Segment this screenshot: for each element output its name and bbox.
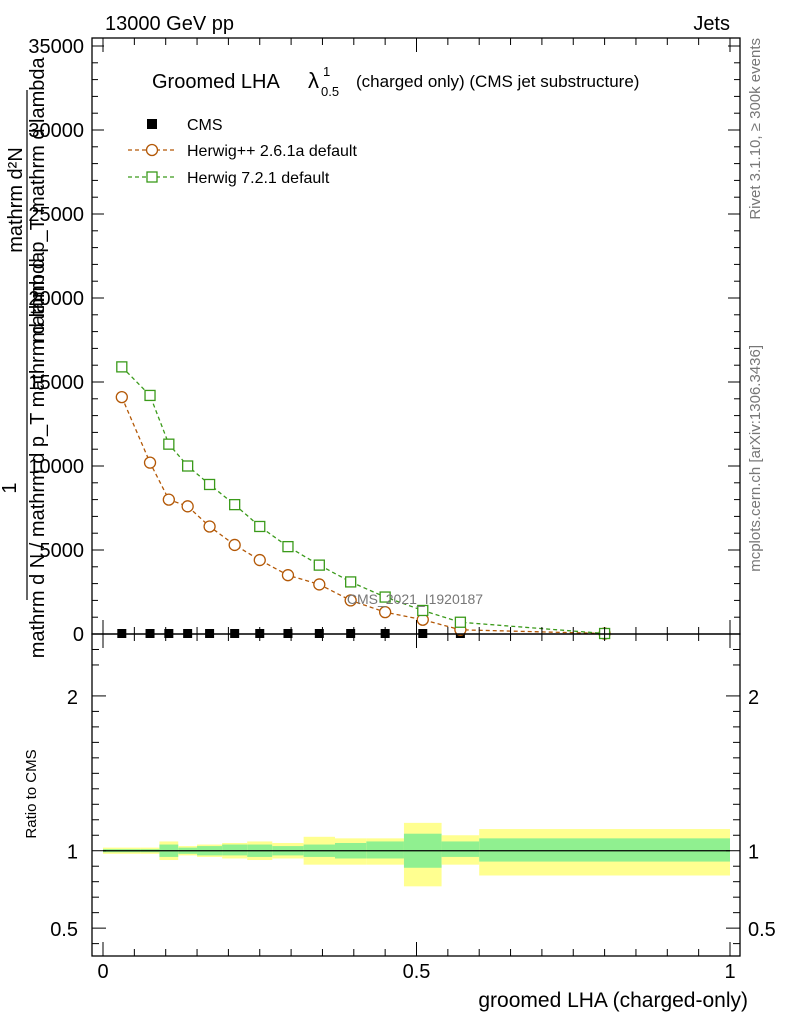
herwig7-point [254, 520, 266, 533]
herwig7-point [282, 540, 294, 553]
main-y-tick-label: 25000 [28, 204, 84, 226]
herwig7-point [313, 559, 325, 571]
x-tick-label: 0.5 [403, 961, 431, 983]
legend: CMS Herwig++ 2.6.1a default Herwig 7.2.1… [128, 117, 357, 187]
herwig7-point [454, 616, 467, 628]
ratio-inner-band [479, 838, 730, 862]
herwig7-point [417, 604, 429, 617]
main-y-tick-label: 0 [73, 624, 84, 646]
herwig7-point [116, 361, 128, 373]
herwigpp-point [344, 594, 357, 607]
x-tick-label: 1 [724, 961, 735, 983]
ratio-y-tick-label-left: 2 [67, 687, 78, 709]
header-process: Jets [693, 13, 730, 35]
main-y-tick-label: 20000 [28, 288, 84, 310]
herwigpp-point [228, 538, 241, 552]
title-sub: 0.5 [321, 84, 339, 99]
ratio-y-tick-label-right: 0.5 [748, 919, 776, 941]
legend-label-herwig7: Herwig 7.2.1 default [187, 170, 330, 187]
herwigpp-point [115, 390, 128, 404]
main-y-tick-label: 5000 [40, 540, 85, 562]
legend-entry-cms: CMS [147, 117, 223, 134]
header-energy: 13000 GeV pp [105, 13, 234, 35]
herwig7-point [163, 438, 175, 450]
ylabel-one: 1 [0, 482, 21, 493]
legend-marker-cms [147, 119, 157, 129]
ratio-y-tick-label-left: 0.5 [50, 919, 78, 941]
ratio-inner-band [366, 841, 404, 859]
main-panel: 0 5000 10000 15000 20000 25000 30000 35000 CMS_… [28, 36, 741, 646]
herwigpp-point [313, 578, 326, 591]
ylabel-denominator: mathrm d p_T mathrm d lambda [27, 56, 49, 342]
main-y-tick-label: 15000 [28, 372, 84, 394]
ratio-frame [91, 633, 741, 957]
herwig7-point [345, 576, 357, 588]
title-rest: (charged only) (CMS jet substructure) [356, 72, 639, 91]
title-symbol: λ [308, 68, 319, 93]
herwig7-point [229, 498, 241, 511]
series-line-1 [121, 396, 605, 635]
ratio-y-tick-label-right: 1 [748, 842, 759, 864]
plot-title: Groomed LHA λ 1 0.5 (charged only) (CMS … [152, 64, 639, 99]
mcplots-label: mcplots.cern.ch [arXiv:1306.3436] [747, 345, 764, 572]
ylabel-inner: mathrm d N / mathrm d p_T mathrm d lambd… [27, 251, 49, 658]
series-line-2 [121, 366, 605, 635]
herwigpp-point [253, 553, 266, 567]
herwig7-point [181, 460, 194, 472]
herwig7-point [144, 389, 156, 402]
herwigpp-point [162, 493, 175, 506]
herwigpp-point [378, 606, 392, 619]
legend-marker-herwigpp [145, 143, 159, 157]
analysis-watermark: CMS_2021_I1920187 [347, 591, 483, 607]
legend-marker-herwig7 [146, 171, 158, 183]
ratio-inner-band [222, 844, 248, 856]
main-y-tick-label: 10000 [28, 456, 84, 478]
herwigpp-point [203, 520, 216, 533]
ratio-y-tick-label-right: 2 [748, 687, 759, 709]
herwig7-point [203, 478, 216, 491]
x-axis-label: groomed LHA (charged-only) [478, 989, 748, 1012]
ratio-panel: 0.5 0.5 1 1 2 2 0 0.5 1 [50, 633, 776, 983]
herwigpp-point [181, 500, 194, 513]
legend-label-cms: CMS [187, 117, 223, 134]
herwigpp-point [281, 569, 295, 582]
herwigpp-point [143, 456, 157, 469]
herwig7-point [379, 591, 391, 603]
rivet-label: Rivet 3.1.10, ≥ 300k events [747, 38, 764, 220]
title-main: Groomed LHA [152, 71, 280, 93]
ratio-y-tick-label-left: 1 [67, 842, 78, 864]
main-y-tick-label: 35000 [28, 36, 84, 58]
ratio-y-axis-label: Ratio to CMS [23, 749, 40, 838]
ratio-inner-band [441, 841, 480, 857]
x-tick-label: 0 [97, 961, 108, 983]
main-y-axis-label: mathrm d²N mathrm d p_T mathrm d lambda … [0, 56, 49, 658]
main-y-tick-label: 30000 [28, 120, 84, 142]
title-sup: 1 [323, 64, 330, 79]
legend-entry-herwig7: Herwig 7.2.1 default [128, 170, 330, 187]
legend-entry-herwigpp: Herwig++ 2.6.1a default [128, 143, 357, 160]
ylabel-numerator: mathrm d²N [5, 147, 27, 253]
legend-label-herwigpp: Herwig++ 2.6.1a default [187, 143, 357, 160]
